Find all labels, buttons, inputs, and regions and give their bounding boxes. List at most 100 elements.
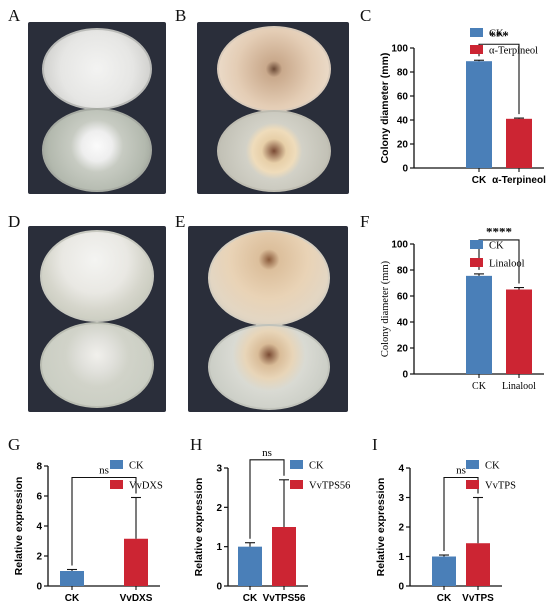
bar--terpineol	[506, 118, 532, 168]
legend-label: CK	[129, 461, 144, 472]
panel-label-a: A	[8, 6, 21, 25]
x-tick-label: CK	[472, 175, 487, 186]
legend-swatch	[110, 480, 123, 489]
legend-label: CK	[489, 29, 504, 40]
chart-g: 0 2 4 6 8 Relative expression CK VvDXS ns CK VvDXS	[13, 460, 163, 604]
y-tick-label: 60	[397, 292, 409, 303]
panel-label-h: H	[190, 435, 203, 454]
y-tick-label: 0	[398, 582, 404, 593]
petri-dish-top	[208, 230, 330, 326]
y-tick-label: 0	[402, 370, 408, 381]
x-tick-label: CK	[243, 593, 258, 604]
bar-vvtps56	[272, 527, 296, 586]
y-axis-label: Relative expression	[13, 477, 25, 576]
legend-swatch	[290, 460, 303, 469]
x-tick-label: CK	[437, 593, 452, 604]
x-tick-label: VvDXS	[120, 593, 153, 604]
bar-vvtps	[466, 543, 490, 586]
bar-vvdxs	[124, 538, 148, 586]
legend-label: CK	[309, 461, 324, 472]
significance-bracket	[71, 476, 137, 566]
y-tick-label: 0	[36, 582, 42, 593]
panel-label-e: E	[175, 212, 186, 231]
y-axis-label: Relative expression	[375, 478, 387, 577]
x-tick-label: Linalool	[502, 381, 536, 392]
panel-label-d: D	[8, 212, 21, 231]
y-tick-label: 2	[216, 503, 222, 514]
legend-label: CK	[485, 461, 500, 472]
significance-label: ns	[262, 447, 272, 459]
panel-label-i: I	[372, 435, 378, 454]
y-tick-label: 1	[216, 542, 222, 553]
y-tick-label: 6	[36, 492, 42, 503]
x-tick-label: CK	[65, 593, 80, 604]
y-tick-label: 40	[397, 318, 409, 329]
x-tick-label: VvTPS	[462, 593, 494, 604]
y-tick-label: 80	[397, 266, 409, 277]
y-tick-label: 3	[398, 493, 404, 504]
legend-swatch	[470, 28, 483, 37]
legend-label: Linalool	[489, 259, 525, 270]
legend-swatch	[290, 480, 303, 489]
significance-bracket	[249, 459, 285, 539]
legend-swatch	[470, 258, 483, 267]
legend-swatch	[470, 45, 483, 54]
y-tick-label: 80	[397, 68, 409, 79]
photo-e	[188, 226, 348, 412]
significance-label: ns	[456, 465, 466, 477]
significance-bracket	[478, 239, 520, 284]
panel-label-b: B	[175, 6, 187, 25]
y-tick-label: 2	[36, 552, 42, 563]
y-tick-label: 20	[397, 140, 409, 151]
y-tick-label: 20	[397, 344, 409, 355]
petri-dish-bottom	[217, 110, 331, 192]
bar-ck	[60, 571, 84, 586]
y-tick-label: 3	[216, 464, 222, 475]
legend-label: α-Terpineol	[489, 46, 538, 57]
legend-swatch	[470, 240, 483, 249]
y-tick-label: 100	[391, 44, 408, 55]
y-tick-label: 40	[397, 116, 409, 127]
y-tick-label: 2	[398, 523, 404, 534]
y-axis-label: Colony diameter (mm)	[380, 260, 391, 357]
legend-swatch	[466, 480, 479, 489]
chart-h: 0 1 2 3 Relative expression CK VvTPS56 ns CK VvTP…	[193, 447, 350, 604]
chart-i: 0 1 2 3 4 Relative expression CK VvTPS ns CK VvTPS	[375, 460, 516, 604]
legend-swatch	[110, 460, 123, 469]
petri-dish-top	[40, 230, 154, 322]
significance-label: ***	[489, 28, 509, 43]
legend-label: VvTPS56	[309, 481, 350, 492]
y-tick-label: 8	[36, 462, 42, 473]
significance-label: ns	[99, 465, 109, 477]
panel-label-f: F	[360, 212, 370, 231]
x-tick-label: VvTPS56	[263, 593, 306, 604]
y-axis-label: Colony diameter (mm)	[379, 53, 391, 164]
y-tick-label: 4	[36, 522, 42, 533]
bar-linalool	[506, 289, 532, 374]
legend-label: CK	[489, 241, 504, 252]
petri-dish-bottom	[42, 108, 152, 192]
x-tick-label: α-Terpineol	[492, 175, 546, 186]
y-axis-label: Relative expression	[193, 478, 205, 577]
photo-a	[28, 22, 166, 194]
panel-label-g: G	[8, 435, 21, 454]
panel-label-c: C	[360, 6, 372, 25]
legend-label: VvDXS	[129, 481, 163, 492]
y-tick-label: 1	[398, 552, 404, 563]
bar-ck	[432, 556, 456, 586]
photo-d	[28, 226, 166, 412]
bar-ck	[466, 61, 492, 169]
legend-swatch	[466, 460, 479, 469]
petri-dish-top	[42, 28, 152, 110]
petri-dish-top	[217, 26, 331, 112]
significance-label: ****	[486, 228, 512, 239]
photo-b	[197, 22, 349, 194]
legend-label: VvTPS	[485, 481, 516, 492]
y-tick-label: 100	[391, 240, 408, 251]
y-tick-label: 0	[216, 582, 222, 593]
y-tick-label: 60	[397, 92, 409, 103]
bar-ck	[466, 275, 492, 374]
bar-ck	[238, 546, 262, 586]
